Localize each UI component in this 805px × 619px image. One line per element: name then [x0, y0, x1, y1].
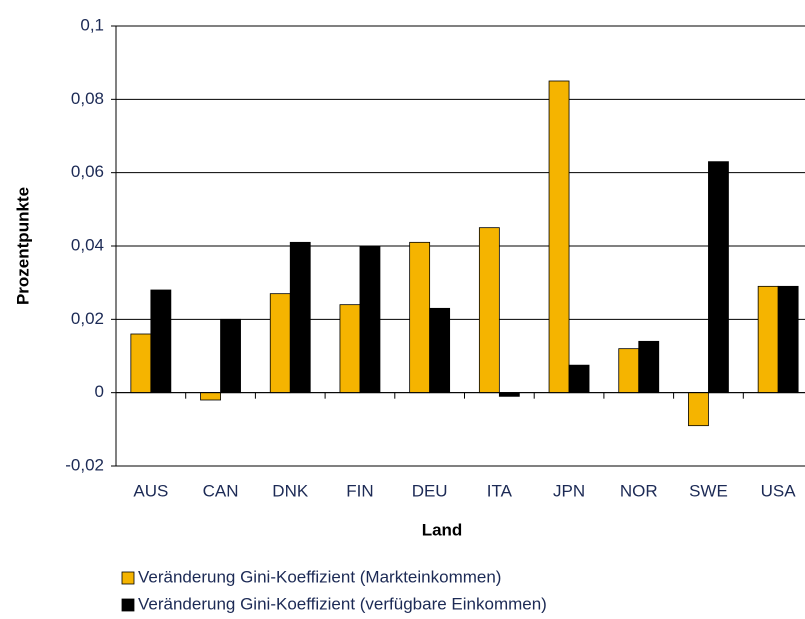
legend-swatch	[121, 571, 135, 585]
y-tick-label: 0,06	[71, 162, 104, 181]
bar	[409, 241, 431, 394]
bar	[548, 80, 570, 394]
x-tick-label: CAN	[203, 481, 239, 500]
x-tick-label: FIN	[346, 481, 373, 500]
bar	[688, 392, 709, 427]
bar	[220, 318, 241, 394]
bar	[339, 304, 361, 394]
bar	[429, 307, 451, 394]
bar	[130, 333, 152, 394]
x-axis-label: Land	[422, 520, 463, 539]
x-tick-label: NOR	[620, 481, 658, 500]
bar	[200, 392, 221, 401]
y-tick-label: 0,08	[71, 89, 104, 108]
bar	[289, 241, 311, 394]
bar	[498, 392, 520, 397]
legend-label: Veränderung Gini-Koeffizient (Markteinko…	[138, 567, 501, 586]
y-tick-label: 0,04	[71, 235, 104, 254]
bar	[708, 161, 729, 394]
x-tick-label: DEU	[412, 481, 448, 500]
x-tick-label: JPN	[553, 481, 585, 500]
bar	[568, 364, 590, 394]
y-tick-label: 0,02	[71, 309, 104, 328]
y-axis-label: Prozentpunkte	[13, 187, 32, 305]
bar	[150, 289, 172, 394]
bar	[777, 285, 799, 394]
bar	[618, 348, 640, 394]
x-tick-label: USA	[761, 481, 797, 500]
bar	[478, 227, 500, 394]
x-tick-label: AUS	[133, 481, 168, 500]
x-tick-label: DNK	[272, 481, 309, 500]
x-tick-label: SWE	[689, 481, 728, 500]
legend-label: Veränderung Gini-Koeffizient (verfügbare…	[138, 594, 547, 613]
bar	[359, 245, 381, 394]
legend-swatch	[121, 598, 135, 612]
bar	[269, 293, 291, 394]
bar	[757, 285, 779, 394]
y-tick-label: 0	[95, 382, 104, 401]
bar	[638, 340, 660, 394]
y-tick-label: -0,02	[65, 455, 104, 474]
x-tick-label: ITA	[487, 481, 513, 500]
y-tick-label: 0,1	[80, 15, 104, 34]
